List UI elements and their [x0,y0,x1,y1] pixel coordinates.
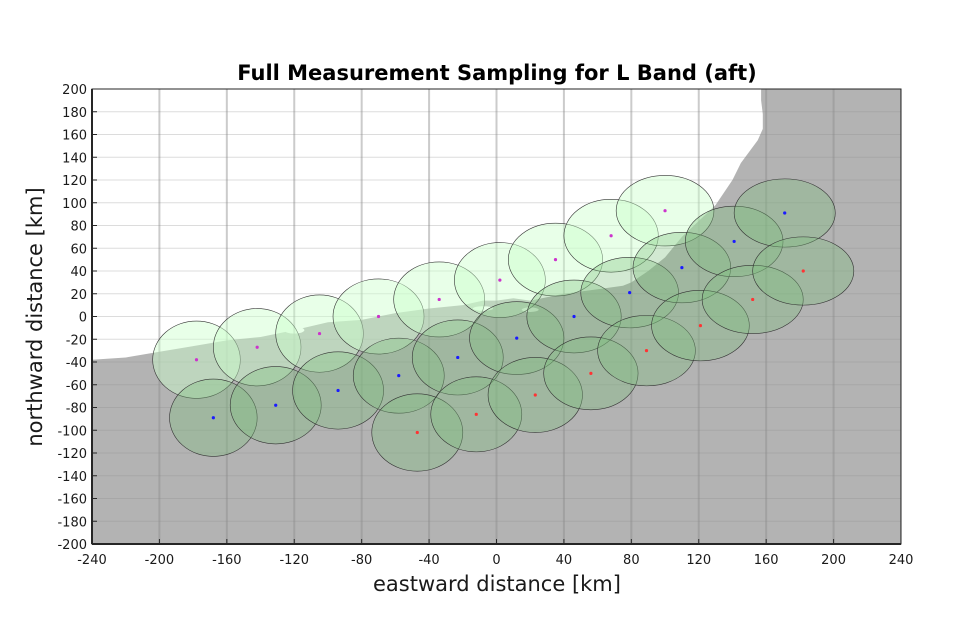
x-tick-label: 160 [754,553,779,568]
data-point [628,291,632,295]
y-tick-label: 100 [62,197,87,212]
data-point [498,278,502,282]
y-tick-label: 180 [62,106,87,121]
data-point [397,374,401,378]
data-point [609,234,613,238]
x-tick-label: -160 [212,553,242,568]
y-tick-label: 140 [62,151,87,166]
y-tick-label: -100 [57,424,87,439]
x-tick-label: 120 [686,553,711,568]
axes: -240 -200 -160 -120 -80 -40 0 40 80 120 160 200 240-… [57,83,913,568]
x-tick-label: -120 [279,553,309,568]
plot-area [92,89,901,544]
y-tick-label: 120 [62,174,87,189]
y-tick-label: -120 [57,447,87,462]
y-tick-label: 80 [70,220,87,235]
y-tick-label: -80 [66,402,87,417]
y-tick-label: -60 [66,379,87,394]
data-point [572,314,576,319]
island [472,306,494,311]
y-tick-label: 200 [62,83,87,98]
y-tick-label: 0 [79,311,87,326]
data-point [783,211,787,215]
data-point [533,393,537,397]
data-point [437,297,441,302]
y-tick-label: -180 [57,515,87,530]
data-point [751,297,755,302]
data-point [336,388,340,393]
x-tick-label: 80 [623,553,640,568]
x-tick-label: 240 [889,553,914,568]
x-tick-label: -240 [77,553,107,568]
data-point [474,412,478,416]
land-area [92,89,901,544]
data-point [644,349,649,353]
y-tick-label: -140 [57,470,87,485]
x-tick-label: -200 [145,553,175,568]
y-tick-label: 60 [70,242,87,257]
y-tick-label: 20 [70,288,87,303]
data-point [255,345,259,349]
data-point [589,371,593,375]
y-tick-label: -200 [57,538,87,553]
data-point [211,416,215,420]
y-axis-label: northward distance [km] [23,187,47,446]
data-point [194,358,199,362]
island [284,326,305,334]
x-tick-label: 200 [821,553,846,568]
data-point [415,430,419,435]
y-tick-label: 40 [70,265,87,280]
data-point [274,403,278,407]
x-tick-label: 0 [492,553,500,568]
x-tick-label: -40 [418,553,439,568]
y-tick-label: -20 [66,333,87,348]
data-point [376,314,381,319]
y-tick-label: 160 [62,129,87,144]
data-point [515,336,519,340]
x-tick-label: 40 [556,553,573,568]
chart-title: Full Measurement Sampling for L Band (af… [237,61,757,85]
y-tick-label: -40 [66,356,87,371]
x-axis-label: eastward distance [km] [373,572,621,596]
data-point [698,324,703,328]
data-point [456,355,460,360]
data-point [663,209,667,213]
data-point [732,239,736,244]
y-tick-label: -160 [57,493,87,508]
data-point [801,269,805,273]
x-tick-label: -80 [351,553,372,568]
data-point [680,265,684,270]
data-point [553,258,558,262]
data-point [317,331,322,336]
